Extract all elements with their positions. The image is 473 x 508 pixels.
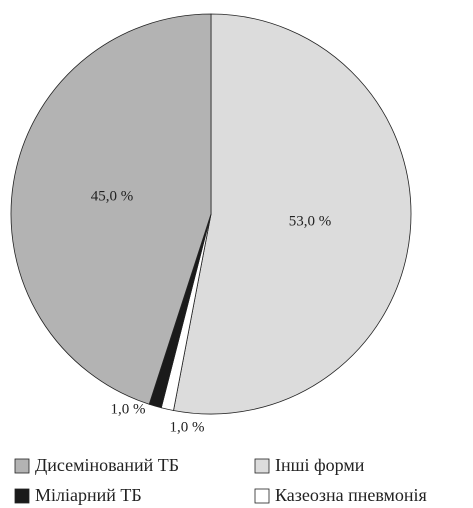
data-label: 53,0 % (289, 213, 332, 229)
pie-slice (10, 13, 212, 405)
legend-swatch (254, 458, 270, 474)
legend-label: Казеозна пневмонія (275, 485, 427, 505)
legend-label: Дисемінований ТБ (35, 455, 179, 475)
legend-swatch (14, 488, 30, 504)
legend-label: Інші форми (275, 455, 365, 475)
legend-swatch (14, 458, 30, 474)
legend-label: Міліарний ТБ (35, 485, 142, 505)
data-label: 45,0 % (91, 188, 134, 204)
legend-swatch (254, 488, 270, 504)
pie-slice (173, 13, 412, 415)
data-label: 1,0 % (170, 419, 205, 435)
data-label: 1,0 % (111, 401, 146, 417)
